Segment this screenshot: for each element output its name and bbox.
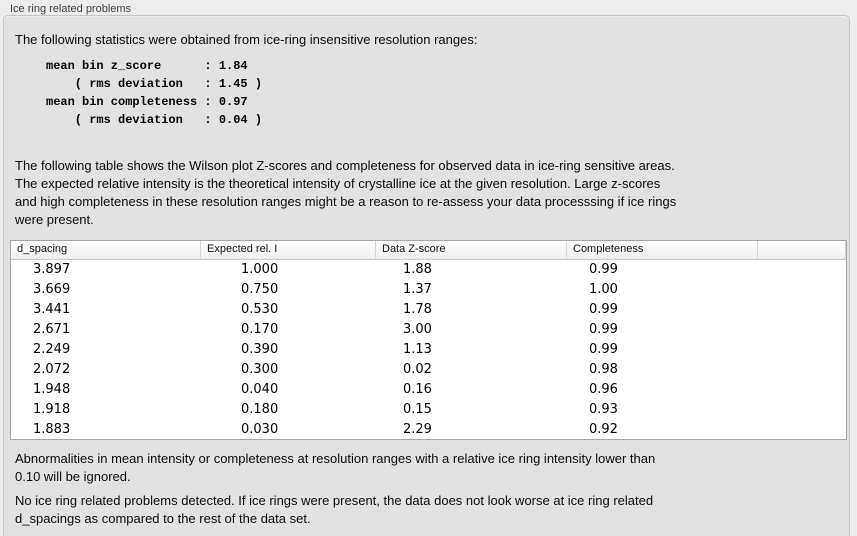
table-cell: 0.15	[403, 402, 432, 417]
table-cell: 1.918	[33, 402, 71, 417]
groupbox-title: Ice ring related problems	[10, 3, 132, 15]
column-header[interactable]	[758, 241, 846, 259]
table-cell: 3.669	[33, 282, 71, 297]
table-cell: 1.37	[403, 282, 432, 297]
table-cell: 0.390	[241, 342, 279, 357]
table-row[interactable]: 1.883 0.030 2.29 0.92	[11, 420, 846, 439]
table-row[interactable]: 2.671 0.170 3.00 0.99	[11, 320, 846, 340]
table-cell: 1.948	[33, 382, 71, 397]
table-cell: 0.530	[241, 302, 279, 317]
table-cell: 2.072	[33, 362, 71, 377]
table-row[interactable]: 1.948 0.040 0.16 0.96	[11, 380, 846, 400]
column-header[interactable]: d_spacing	[11, 241, 201, 259]
intro-text: The following statistics were obtained f…	[15, 32, 478, 47]
ice-ring-table: d_spacing Expected rel. I Data Z-score Comp…	[10, 240, 847, 440]
table-cell: 3.897	[33, 262, 71, 277]
table-description-text: The following table shows the Wilson plo…	[15, 158, 677, 227]
table-cell: 1.13	[403, 342, 432, 357]
table-cell: 0.02	[403, 362, 432, 377]
table-row[interactable]: 3.897 1.000 1.88 0.99	[11, 260, 846, 280]
table-cell: 3.00	[403, 322, 432, 337]
table-cell: 0.16	[403, 382, 432, 397]
table-cell: 1.000	[241, 262, 279, 277]
column-header[interactable]: Completeness	[567, 241, 758, 259]
table-row[interactable]: 1.918 0.180 0.15 0.93	[11, 400, 846, 420]
table-cell: 2.29	[403, 422, 432, 437]
table-cell: 1.00	[589, 282, 618, 297]
ice-ring-panel: The following statistics were obtained f…	[3, 15, 850, 536]
column-header[interactable]: Data Z-score	[376, 241, 567, 259]
column-header[interactable]: Expected rel. I	[201, 241, 376, 259]
table-cell: 0.96	[589, 382, 618, 397]
table-cell: 0.92	[589, 422, 618, 437]
table-cell: 0.93	[589, 402, 618, 417]
table-cell: 0.170	[241, 322, 279, 337]
table-cell: 1.88	[403, 262, 432, 277]
table-cell: 0.99	[589, 302, 618, 317]
table-row[interactable]: 3.669 0.750 1.37 1.00	[11, 280, 846, 300]
table-cell: 1.78	[403, 302, 432, 317]
table-cell: 0.040	[241, 382, 279, 397]
table-cell: 0.750	[241, 282, 279, 297]
table-row[interactable]: 3.441 0.530 1.78 0.99	[11, 300, 846, 320]
table-cell: 0.030	[241, 422, 279, 437]
table-cell: 3.441	[33, 302, 71, 317]
table-header-row: d_spacing Expected rel. I Data Z-score Comp…	[11, 241, 846, 260]
ignore-note-text: Abnormalities in mean intensity or compl…	[15, 451, 656, 484]
table-cell: 0.98	[589, 362, 618, 377]
stats-block: mean bin z_score : 1.84 ( rms deviation …	[46, 59, 263, 127]
table-cell: 0.300	[241, 362, 279, 377]
table-cell: 0.99	[589, 342, 618, 357]
table-cell: 1.883	[33, 422, 71, 437]
table-cell: 0.99	[589, 262, 618, 277]
table-cell: 2.249	[33, 342, 71, 357]
table-row[interactable]: 2.249 0.390 1.13 0.99	[11, 340, 846, 360]
table-cell: 2.671	[33, 322, 71, 337]
table-cell: 0.180	[241, 402, 279, 417]
table-body: 3.897 1.000 1.88 0.99 3.669 0.750 1.37 1.00 3.44…	[11, 260, 846, 439]
table-row[interactable]: 2.072 0.300 0.02 0.98	[11, 360, 846, 380]
table-cell: 0.99	[589, 322, 618, 337]
conclusion-text: No ice ring related problems detected. I…	[15, 493, 654, 526]
